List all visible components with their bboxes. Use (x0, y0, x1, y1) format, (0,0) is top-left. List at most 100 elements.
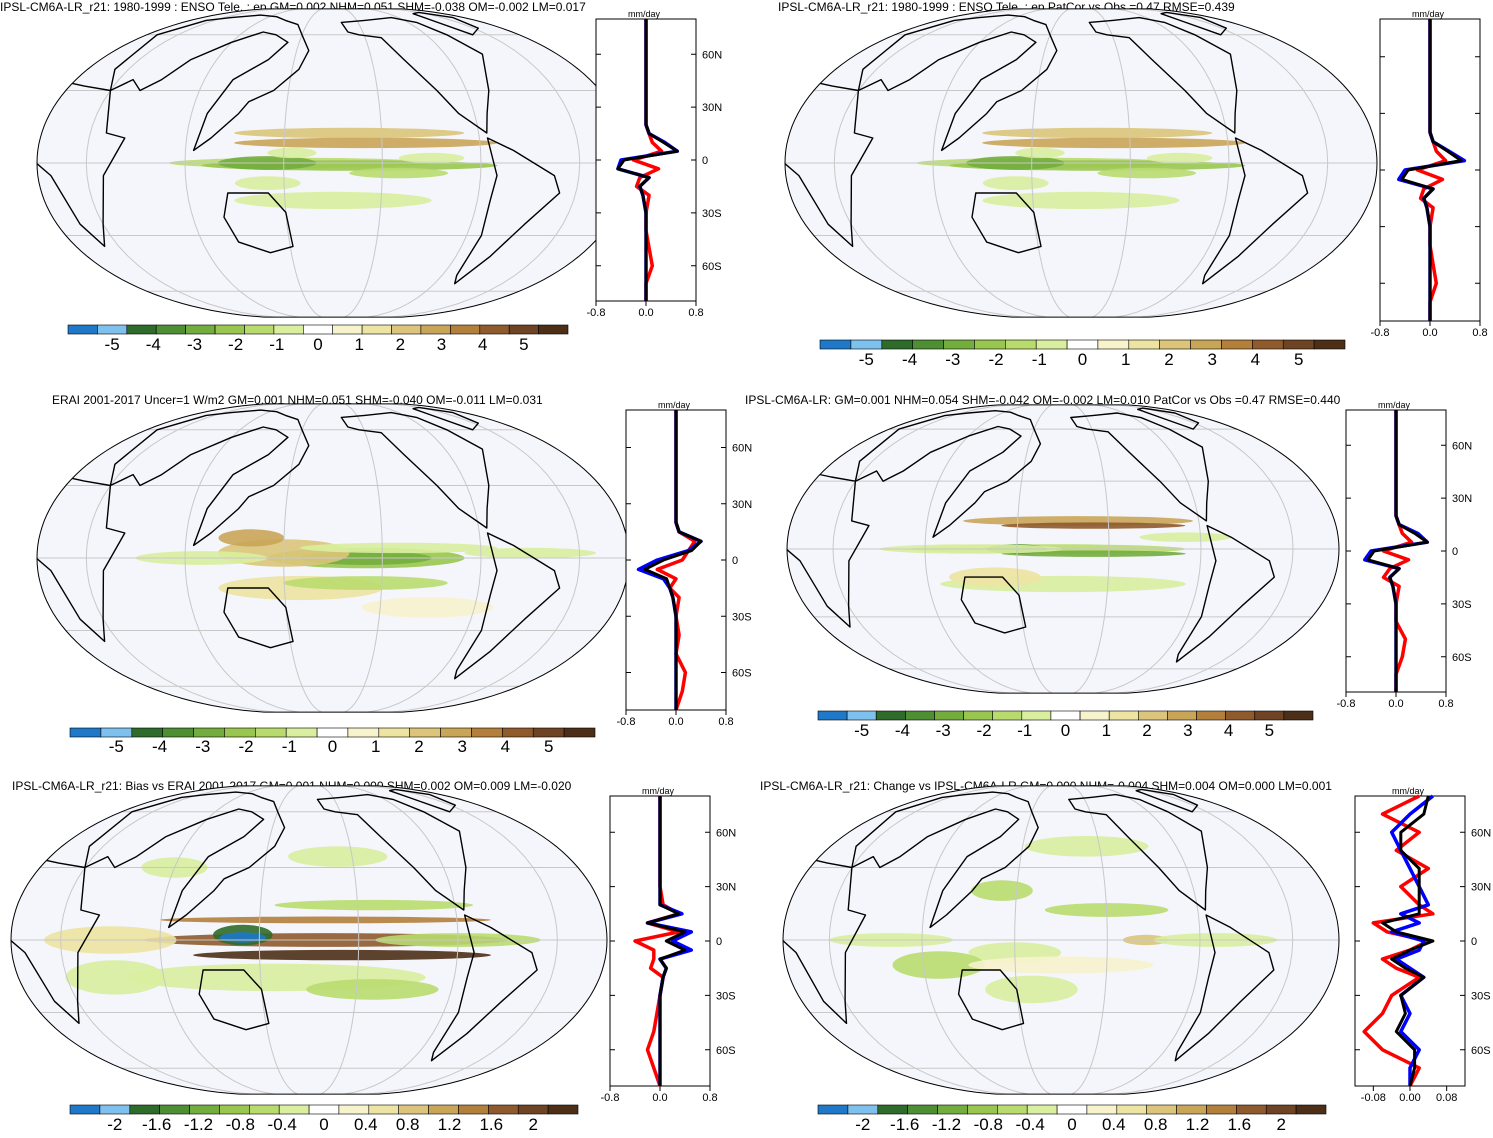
colorbar-tick-label: 5 (519, 335, 528, 354)
colorbar-swatch (185, 324, 216, 335)
coastline (198, 969, 270, 1031)
colorbar-tick-label: -2 (107, 1115, 122, 1134)
colorbar-tick-label: 1.2 (1186, 1115, 1210, 1134)
colorbar-swatch (1254, 710, 1285, 721)
coastline (787, 470, 870, 628)
colorbar-tick-label: -1.6 (142, 1115, 171, 1134)
colorbar-swatch (1283, 710, 1314, 721)
colorbar-tick-label: 5 (1294, 350, 1303, 369)
colorbar-swatch (905, 710, 935, 721)
colorbar-swatch (1128, 339, 1161, 350)
colorbar-swatch (1035, 339, 1068, 350)
colorbar-tick-label: -5 (854, 721, 869, 740)
coastline (1088, 16, 1238, 134)
coastline (388, 788, 456, 813)
colorbar-swatch (488, 1104, 519, 1115)
anomaly-patch (971, 880, 1033, 901)
colorbar-tick-label: 2 (528, 1115, 537, 1134)
colorbar-tick-label: 0 (1078, 350, 1087, 369)
colorbar-swatch (308, 1104, 340, 1115)
coastline (109, 409, 310, 547)
x-tick-label: 0.8 (718, 716, 733, 728)
colorbar-swatch (398, 1104, 429, 1115)
colorbar-swatch (508, 324, 539, 335)
colorbar-swatch (99, 1104, 131, 1115)
colorbar-swatch (1190, 339, 1222, 350)
colorbar-swatch (1066, 339, 1099, 350)
colorbar-tick-label: 0 (1067, 1115, 1076, 1134)
colorbar-swatch (1086, 1104, 1118, 1115)
colorbar-swatch (1252, 339, 1284, 350)
coastline (1137, 407, 1200, 430)
colorbar-tick-label: -2 (228, 335, 243, 354)
colorbar-tick-label: 1 (371, 737, 380, 756)
colorbar-tick-label: -3 (936, 721, 951, 740)
colorbar-4: -5 -4 -3 -2 -1 0 1 2 3 4 5 (817, 710, 1314, 740)
colorbar-swatch (1225, 710, 1255, 721)
colorbar-swatch (278, 1104, 310, 1115)
colorbar-swatch (440, 727, 472, 738)
coastline (340, 16, 490, 134)
colorbar-swatch (1176, 1104, 1207, 1115)
colorbar-swatch (563, 727, 596, 738)
anomaly-patch (1001, 522, 1186, 529)
zonal-mean-panel-2: mm/day -0.8 0.0 0.8 (1371, 9, 1488, 339)
zonal-mean-series-line (1400, 19, 1463, 321)
colorbar-swatch (877, 1104, 908, 1115)
colorbar-tick-label: -4 (902, 350, 917, 369)
colorbar-swatch (850, 339, 883, 350)
colorbar-3: -5 -4 -3 -2 -1 0 1 2 3 4 5 (69, 727, 596, 756)
colorbar-tick-label: 1 (354, 335, 363, 354)
colorbar-swatch (996, 1104, 1028, 1115)
colorbar-swatch (875, 710, 906, 721)
zonal-mean-series-line (616, 19, 679, 301)
colorbar-swatch (502, 727, 534, 738)
colorbar-tick-label: -2 (855, 1115, 870, 1134)
colorbar-swatch (1236, 1104, 1267, 1115)
coastline (783, 855, 867, 1025)
colorbar-swatch (69, 1104, 101, 1115)
colorbar-tick-label: -2 (988, 350, 1003, 369)
colorbar-swatch (244, 324, 275, 335)
coastline (412, 11, 479, 36)
map-border (10, 785, 608, 1095)
anomaly-patch (267, 147, 317, 159)
anomaly-patch (234, 137, 498, 149)
colorbar-swatch (1265, 1104, 1297, 1115)
colorbar-tick-label: 3 (437, 335, 446, 354)
colorbar-2: -5 -4 -3 -2 -1 0 1 2 3 4 5 (819, 339, 1346, 369)
zonal-mean-unit: mm/day (628, 9, 661, 19)
x-tick-label: 0.08 (1436, 1092, 1457, 1104)
colorbar-tick-label: -1.6 (890, 1115, 919, 1134)
colorbar-swatch (189, 1104, 220, 1115)
anomaly-patch (193, 949, 491, 961)
colorbar-tick-label: -5 (859, 350, 874, 369)
anomaly-patch (349, 167, 449, 179)
anomaly-patch (218, 529, 285, 547)
colorbar-tick-label: 4 (478, 335, 487, 354)
lat-tick-label: 60S (702, 261, 722, 273)
coastline (1135, 788, 1199, 813)
colorbar-swatch (129, 1104, 161, 1115)
x-tick-label: 0.0 (668, 716, 683, 728)
coastline (1160, 11, 1227, 36)
colorbar-tick-label: 0 (319, 1115, 328, 1134)
zonal-mean-unit: mm/day (642, 786, 675, 796)
colorbar-swatch (1004, 339, 1037, 350)
anomaly-patch (65, 960, 165, 995)
anomaly-patch (982, 127, 1213, 139)
map-panel-6 (782, 785, 1340, 1095)
colorbar-swatch (126, 324, 157, 335)
colorbar-swatch (285, 727, 318, 738)
colorbar-swatch (450, 324, 481, 335)
colorbar-tick-label: -5 (105, 335, 120, 354)
lat-tick-label: 30S (732, 611, 752, 623)
lat-tick-label: 60S (732, 668, 752, 680)
colorbar-swatch (1097, 339, 1130, 350)
coastline (1175, 524, 1275, 663)
colorbar-swatch (1146, 1104, 1177, 1115)
coastline (412, 406, 479, 431)
colorbar-tick-label: 2 (1276, 1115, 1285, 1134)
lat-tick-label: 30N (716, 882, 736, 894)
lat-tick-label: 0 (732, 555, 738, 567)
